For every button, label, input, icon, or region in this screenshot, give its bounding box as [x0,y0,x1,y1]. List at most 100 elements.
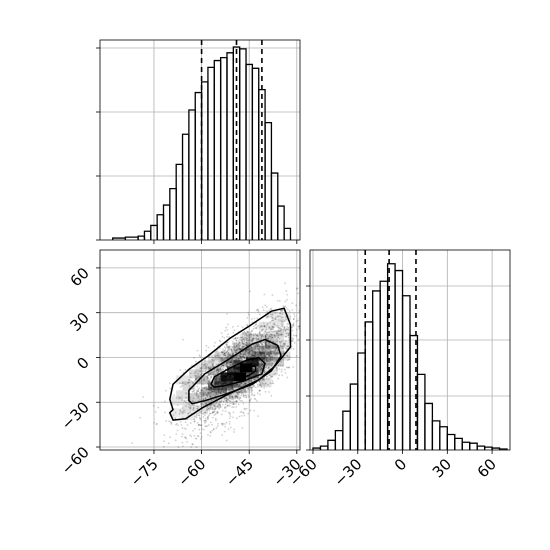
scatter-point [193,434,196,437]
density-cell [239,348,253,358]
scatter-point [192,382,195,385]
scatter-point [240,410,243,413]
scatter-point [287,366,290,369]
density-cell [220,357,234,367]
scatter-point [172,414,175,416]
scatter-point [206,375,209,378]
scatter-point [208,395,211,398]
scatter-point [198,428,201,431]
scatter-point [194,378,197,381]
scatter-point [280,340,283,343]
scatter-point [213,414,216,416]
scatter-point [250,330,253,332]
scatter-point [213,388,216,391]
scatter-point [281,313,284,315]
scatter-point [274,352,277,355]
x-histogram-bin [277,205,285,240]
scatter-point [228,396,231,399]
scatter-point [250,318,253,320]
scatter-point [264,342,267,345]
scatter-point [271,357,274,360]
scatter-point [221,350,223,353]
scatter-point [230,348,233,351]
scatter-point [206,382,209,385]
scatter-point [257,366,260,368]
scatter-point [247,331,249,333]
scatter-point [239,355,242,358]
scatter-point [167,442,170,445]
scatter-point [188,381,191,384]
scatter-point [263,386,266,389]
scatter-point [224,354,227,357]
scatter-point [259,331,261,333]
scatter-point [211,364,214,366]
density-cell [207,366,221,376]
y-histogram-bin [424,402,434,450]
density-cell [258,345,272,355]
scatter-point [271,375,273,378]
density-cell [176,390,189,400]
scatter-point [254,324,257,326]
density-cell [252,351,266,361]
scatter-point [278,374,281,377]
scatter-point [214,355,217,358]
scatter-point [193,418,196,421]
scatter-point [218,386,221,389]
scatter-point [270,395,273,397]
scatter-point [271,325,273,328]
scatter-point [265,370,267,373]
scatter-point [257,310,260,313]
scatter-point [235,400,238,402]
scatter-point [237,325,239,328]
scatter-point [263,325,266,328]
scatter-point [275,334,278,337]
scatter-point [258,389,261,392]
scatter-point [190,446,193,448]
scatter-point [247,331,250,334]
scatter-point [229,413,231,416]
scatter-point [185,428,187,431]
scatter-point [267,344,269,347]
scatter-point [184,368,187,371]
scatter-point [228,423,231,425]
scatter-point [254,378,256,381]
scatter-point [252,333,255,336]
scatter-point [247,380,250,382]
scatter-point [284,356,286,359]
scatter-point [162,445,165,448]
scatter-point [218,384,220,387]
scatter-point [174,416,176,419]
scatter-point [254,398,257,401]
scatter-point [226,405,229,407]
scatter-point [236,383,239,386]
scatter-point [156,422,158,425]
scatter-point [224,354,227,357]
scatter-point [195,446,198,449]
scatter-point [247,354,250,357]
scatter-point [187,412,190,415]
scatter-point [219,368,222,371]
scatter-point [242,332,245,335]
scatter-point [170,423,173,425]
scatter-point [256,392,259,395]
scatter-point [296,287,299,290]
scatter-point [183,400,186,403]
scatter-point [227,398,229,401]
scatter-point [258,332,261,335]
scatter-point [281,374,284,377]
scatter-point [251,349,254,352]
scatter-point [208,407,211,409]
scatter-point [177,446,180,449]
scatter-point [224,357,226,360]
scatter-point [219,406,222,408]
scatter-point [250,354,253,357]
scatter-point [197,372,200,375]
scatter-point [286,332,288,335]
scatter-point [216,368,219,371]
scatter-point [207,418,209,421]
scatter-point [275,348,277,351]
scatter-point [243,342,245,345]
x-histogram-bin [264,121,273,240]
scatter-point [214,417,217,420]
scatter-point [242,346,245,349]
